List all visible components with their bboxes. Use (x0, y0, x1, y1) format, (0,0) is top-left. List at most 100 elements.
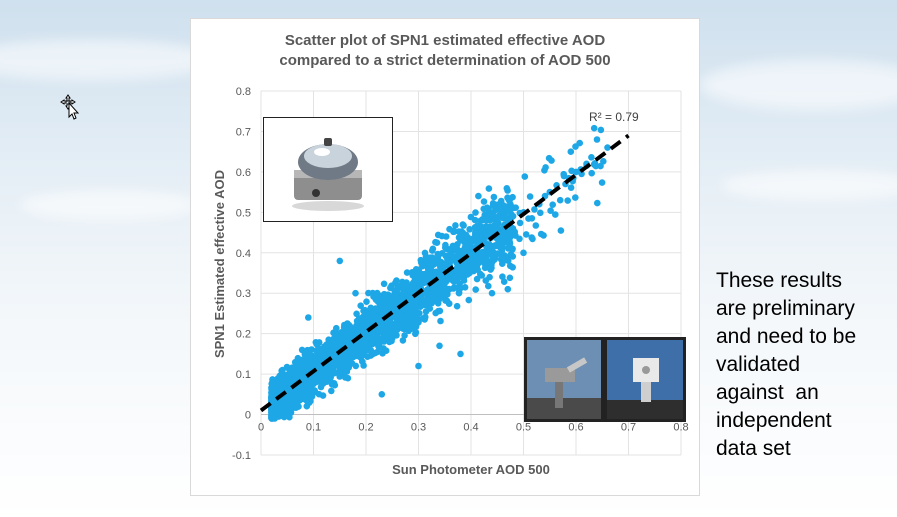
data-point (340, 365, 347, 373)
x-tick-label: 0.3 (411, 422, 426, 434)
data-point (467, 213, 475, 221)
data-point (451, 228, 458, 235)
data-point (379, 350, 386, 357)
data-point (305, 314, 312, 321)
data-point (416, 309, 423, 317)
data-point (572, 194, 579, 201)
data-point (365, 289, 372, 297)
data-point (549, 201, 556, 208)
spn1-sensor-photo (263, 117, 393, 222)
data-point (484, 260, 491, 268)
data-point (490, 193, 498, 201)
x-tick-label: 0.5 (516, 422, 531, 434)
data-point (270, 381, 277, 389)
data-point (346, 326, 353, 333)
data-point (457, 251, 464, 259)
data-point (516, 219, 524, 227)
data-point (498, 254, 506, 262)
data-point (398, 313, 406, 320)
data-point (556, 196, 564, 204)
data-point (436, 267, 444, 275)
data-point (269, 405, 276, 413)
data-point (365, 346, 372, 353)
data-point (401, 281, 409, 289)
data-point (328, 387, 335, 395)
data-point (479, 248, 486, 256)
y-tick-label: 0 (245, 410, 251, 422)
data-point (487, 251, 495, 258)
y-tick-label: 0.2 (236, 329, 251, 341)
data-point (509, 193, 516, 201)
data-point (592, 162, 600, 170)
r-squared-label: R² = 0.79 (589, 110, 639, 124)
data-point (499, 273, 506, 280)
background-cloud (0, 40, 220, 80)
data-point (402, 317, 410, 324)
data-point (494, 215, 501, 223)
data-point (475, 192, 482, 200)
data-point (485, 185, 493, 192)
data-point (380, 280, 388, 288)
data-point (336, 257, 344, 265)
data-point (593, 136, 601, 143)
data-point (477, 253, 484, 261)
data-point (373, 289, 381, 297)
side-note-line: against an (716, 381, 819, 404)
data-point (442, 241, 449, 249)
data-point (488, 289, 496, 297)
data-point (509, 225, 517, 232)
data-point (415, 271, 422, 278)
data-point (399, 337, 407, 344)
data-point (525, 215, 532, 222)
data-point (509, 253, 517, 260)
data-point (375, 343, 382, 350)
data-point (316, 345, 323, 353)
data-point (445, 300, 453, 307)
data-point (413, 318, 421, 326)
data-point (459, 221, 467, 228)
y-tick-label: 0.3 (236, 288, 251, 300)
x-tick-label: 0.4 (463, 422, 478, 434)
data-point (446, 225, 453, 233)
data-point (348, 360, 356, 367)
data-point (578, 170, 585, 178)
chart-title-line-1: Scatter plot of SPN1 estimated effective… (284, 32, 606, 49)
data-point (345, 341, 352, 348)
y-tick-label: 0.8 (236, 86, 251, 98)
data-point (442, 252, 450, 260)
data-point (597, 162, 604, 170)
data-point (316, 356, 323, 363)
data-point (552, 211, 559, 218)
data-point (594, 199, 601, 207)
side-note-line: independent (716, 409, 832, 432)
data-point (362, 330, 370, 338)
data-point (467, 249, 475, 257)
data-point (323, 378, 331, 386)
data-point (372, 349, 379, 357)
data-point (352, 350, 359, 358)
data-point (357, 345, 364, 353)
side-note-line: and need to be (716, 325, 857, 348)
data-point (311, 387, 318, 394)
data-point (456, 273, 464, 280)
data-point (326, 341, 334, 348)
data-point (364, 313, 372, 320)
data-point (352, 289, 359, 297)
data-point (358, 319, 365, 327)
data-point (339, 329, 346, 336)
data-point (471, 224, 479, 231)
data-point (452, 222, 459, 229)
data-point (426, 305, 434, 312)
data-point (303, 365, 310, 373)
data-point (450, 254, 458, 262)
data-point (472, 209, 479, 216)
data-point (492, 202, 500, 210)
data-point (436, 307, 444, 315)
data-point (310, 362, 317, 370)
data-point (341, 374, 349, 381)
data-point (537, 209, 544, 217)
data-point (504, 285, 512, 293)
data-point (564, 197, 571, 204)
data-point (505, 207, 513, 215)
background-cloud (720, 170, 897, 200)
